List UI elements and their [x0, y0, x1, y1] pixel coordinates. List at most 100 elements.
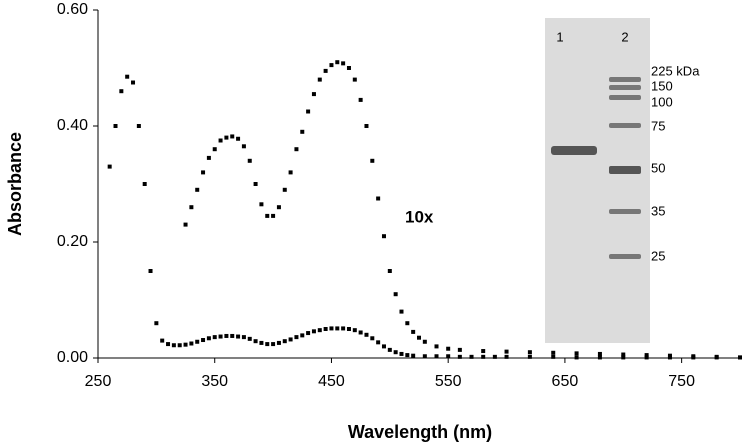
data-point [271, 342, 276, 347]
data-point [218, 334, 223, 339]
data-point [136, 124, 141, 128]
data-point [271, 213, 276, 218]
marker-band [609, 166, 641, 174]
y-axis-title: Absorbance [5, 132, 25, 236]
data-point [247, 336, 252, 341]
data-point [323, 68, 328, 73]
data-point [177, 343, 182, 348]
marker-band [609, 95, 641, 100]
y-tick-label: 0.00 [57, 349, 88, 366]
data-point [224, 135, 229, 140]
data-point [241, 144, 246, 149]
data-point [259, 202, 264, 207]
data-point [160, 338, 165, 343]
data-point [236, 334, 241, 339]
gel-background [545, 18, 650, 343]
data-point [346, 327, 351, 331]
data-point [224, 333, 229, 338]
data-point [381, 234, 386, 239]
data-point [241, 335, 246, 340]
data-point [411, 353, 416, 358]
data-point [405, 321, 410, 326]
data-point [358, 97, 363, 102]
sample-band [551, 146, 597, 155]
data-point [399, 351, 404, 356]
data-point [364, 124, 369, 128]
data-point [142, 182, 147, 186]
x-axis-title: Wavelength (nm) [348, 422, 492, 442]
data-point [551, 350, 556, 355]
data-point [335, 60, 340, 65]
data-point [311, 329, 316, 334]
data-point [265, 342, 270, 347]
data-point [300, 129, 305, 134]
data-point [306, 109, 311, 114]
data-point [411, 329, 416, 334]
data-point [551, 354, 556, 359]
data-point [370, 336, 375, 341]
data-point [282, 339, 287, 344]
data-point [527, 354, 532, 359]
data-point [189, 205, 194, 210]
data-point [306, 331, 311, 336]
data-point [644, 355, 649, 360]
data-point [189, 341, 194, 346]
data-point [131, 80, 136, 85]
data-point [393, 292, 398, 297]
marker-label: 100 [651, 94, 673, 109]
data-point [230, 134, 235, 139]
marker-band [609, 77, 641, 82]
data-point [504, 354, 509, 359]
data-point [644, 353, 649, 358]
data-point [276, 340, 281, 345]
data-point [597, 351, 602, 356]
data-point [621, 352, 626, 357]
data-point [469, 354, 474, 359]
data-point [329, 63, 334, 68]
data-point [481, 349, 486, 354]
x-tick-label: 350 [201, 373, 228, 390]
data-point [206, 155, 211, 160]
y-tick-label: 0.20 [57, 233, 88, 250]
data-point [393, 350, 398, 355]
data-point [422, 354, 427, 359]
data-point [364, 332, 369, 337]
marker-label: 35 [651, 203, 665, 218]
y-tick-label: 0.40 [57, 117, 88, 134]
marker-label: 225 kDa [651, 63, 700, 78]
data-point [294, 147, 299, 152]
data-point [236, 136, 241, 141]
data-point [352, 77, 357, 82]
data-point [183, 222, 188, 227]
data-point [574, 351, 579, 356]
lane-label: 1 [556, 29, 563, 44]
data-point [667, 353, 672, 358]
data-point [288, 170, 293, 175]
data-point [376, 196, 381, 201]
data-point [457, 347, 462, 352]
data-point [417, 335, 421, 340]
data-point [125, 74, 130, 79]
data-point [323, 327, 328, 331]
y-tick-label: 0.60 [57, 1, 88, 18]
data-point [107, 164, 112, 169]
lane-label: 2 [621, 29, 628, 44]
data-point [405, 353, 410, 358]
marker-label: 150 [651, 78, 673, 93]
data-point [376, 340, 381, 345]
data-point [282, 187, 287, 192]
data-point [317, 77, 322, 82]
data-point [247, 158, 252, 163]
marker-band [609, 254, 641, 259]
data-point [358, 330, 363, 335]
data-point [346, 66, 351, 70]
x-tick-label: 250 [85, 373, 112, 390]
data-point [341, 326, 346, 331]
x-tick-label: 750 [668, 373, 695, 390]
data-point [119, 89, 124, 94]
data-point [259, 340, 264, 345]
data-point [738, 355, 742, 360]
data-point [329, 326, 334, 331]
